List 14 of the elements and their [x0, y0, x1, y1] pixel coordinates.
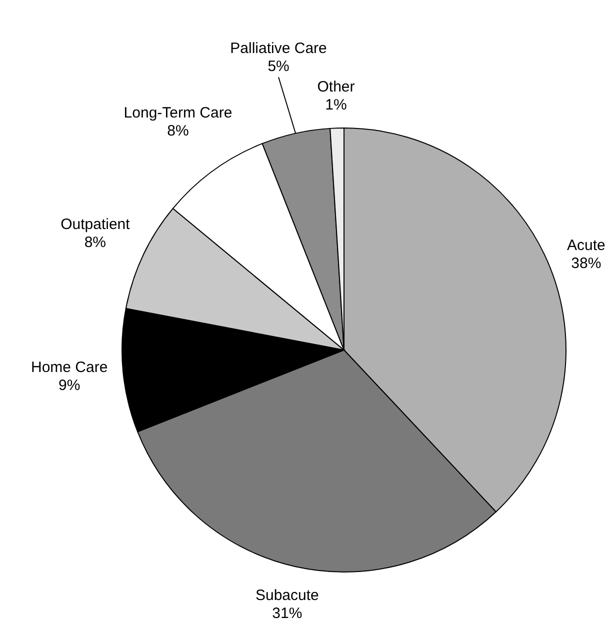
data-label: 8%	[167, 122, 189, 140]
slice-label: Palliative Care	[230, 40, 327, 58]
data-label: 1%	[325, 96, 347, 114]
data-label: 38%	[571, 255, 602, 272]
data-label: 5%	[268, 58, 290, 76]
slice-label: Acute	[566, 237, 606, 254]
slice-label: Subacute	[255, 587, 319, 604]
slice-label: Home Care	[31, 358, 108, 376]
data-label: 31%	[272, 605, 302, 622]
slice-label: Long-Term Care	[124, 104, 232, 122]
slice-label: Outpatient	[60, 216, 131, 233]
data-label: 8%	[84, 234, 106, 251]
data-label: 9%	[58, 376, 80, 394]
slice-label: Other	[317, 78, 355, 96]
